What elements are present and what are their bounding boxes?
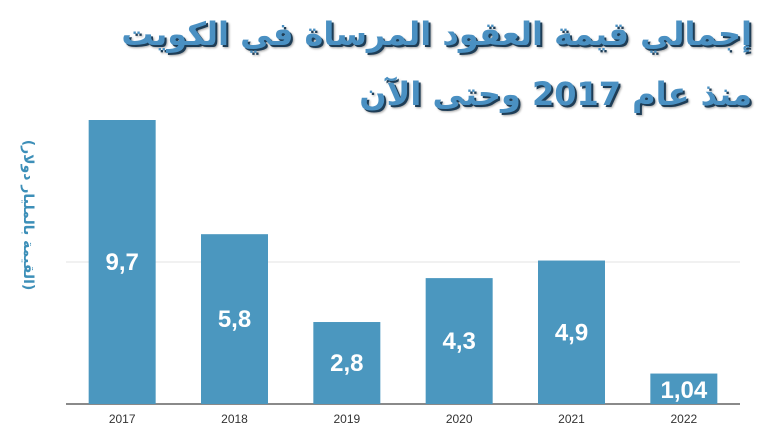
x-tick-label-2020: 2020: [446, 412, 473, 426]
bar-2020: [425, 278, 493, 404]
data-label-2022: 1,04: [660, 377, 707, 404]
bar-2018: [201, 234, 268, 404]
x-tick-label-2018: 2018: [221, 412, 248, 426]
bars-group: [88, 120, 718, 404]
gridlines: [66, 261, 740, 405]
data-label-2021: 4,9: [555, 319, 588, 346]
data-label-2020: 4,3: [442, 328, 475, 355]
x-tick-label-2021: 2021: [558, 412, 585, 426]
x-tick-label-2017: 2017: [109, 412, 136, 426]
bar-2021: [538, 260, 605, 404]
x-tick-labels-group: 2017 2018 2019 2020 2021 2022: [109, 412, 698, 426]
bar-2022: [650, 373, 718, 404]
data-label-2019: 2,8: [330, 350, 363, 377]
bar-2019: [313, 322, 381, 404]
data-label-2018: 5,8: [218, 306, 251, 333]
data-label-2017: 9,7: [105, 249, 138, 276]
x-tick-label-2022: 2022: [670, 412, 697, 426]
x-tick-label-2019: 2019: [333, 412, 360, 426]
bar-2017: [88, 120, 156, 404]
data-labels-group: 9,7 5,8 2,8 4,3 4,9 1,04: [105, 249, 707, 404]
chart-title-line-1: إجمالي قيمة العقود المرساة في الكويت: [121, 15, 752, 53]
chart-title-line-2: منذ عام 2017 وحتى الآن: [359, 75, 752, 113]
